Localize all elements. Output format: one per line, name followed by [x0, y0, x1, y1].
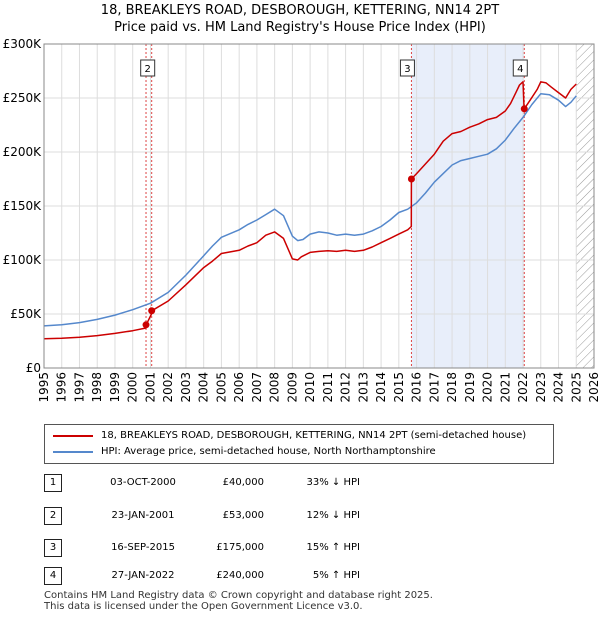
x-tick-label: 2018 — [445, 372, 459, 403]
x-tick-label: 2022 — [516, 372, 530, 403]
chart-legend: 18, BREAKLEYS ROAD, DESBOROUGH, KETTERIN… — [44, 424, 554, 464]
x-tick-label: 1998 — [90, 372, 104, 403]
transaction-date: 03-OCT-2000 — [110, 477, 176, 488]
x-tick-label: 2024 — [552, 372, 566, 403]
sale-point — [142, 321, 150, 329]
x-tick-label: 2013 — [356, 372, 370, 403]
legend-label-hpi: HPI: Average price, semi-detached house,… — [101, 446, 436, 457]
x-tick-label: 2012 — [339, 372, 353, 403]
y-tick-label: £50K — [10, 307, 42, 321]
marker-label-text: 4 — [517, 64, 523, 75]
transaction-date: 16-SEP-2015 — [111, 542, 175, 553]
transaction-number: 1 — [44, 474, 62, 492]
x-tick-label: 2003 — [179, 372, 193, 403]
transaction-date: 27-JAN-2022 — [111, 570, 175, 581]
sale-point — [148, 307, 156, 315]
transaction-price: £53,000 — [222, 510, 264, 521]
x-tick-label: 2023 — [534, 372, 548, 403]
x-tick-label: 2010 — [303, 372, 317, 403]
footer-copyright: Contains HM Land Registry data © Crown c… — [44, 590, 433, 601]
marker-label-text: 3 — [404, 64, 410, 75]
legend-label-property: 18, BREAKLEYS ROAD, DESBOROUGH, KETTERIN… — [101, 430, 527, 441]
marker-label-text: 2 — [145, 64, 151, 75]
x-tick-label: 2007 — [250, 372, 264, 403]
y-tick-label: £300K — [3, 37, 43, 51]
x-tick-label: 2001 — [143, 372, 157, 403]
x-tick-label: 2009 — [285, 372, 299, 403]
transaction-hpi-diff: 5% ↑ HPI — [312, 570, 360, 581]
x-tick-label: 1999 — [108, 372, 122, 403]
x-tick-label: 2011 — [321, 372, 335, 403]
x-tick-label: 2000 — [126, 372, 140, 403]
sale-point — [407, 175, 415, 183]
property-price-line — [43, 81, 577, 340]
chart-title-line2: Price paid vs. HM Land Registry's House … — [114, 20, 486, 35]
x-tick-label: 1997 — [72, 372, 86, 403]
transaction-number: 3 — [44, 539, 62, 557]
x-tick-label: 2020 — [481, 372, 495, 403]
footer-licence: This data is licensed under the Open Gov… — [44, 601, 363, 612]
x-tick-label: 2016 — [410, 372, 424, 403]
transaction-hpi-diff: 15% ↑ HPI — [306, 542, 360, 553]
x-tick-label: 2026 — [587, 372, 600, 403]
hpi-line — [43, 92, 577, 327]
x-tick-label: 2004 — [197, 372, 211, 403]
sale-point — [520, 105, 528, 113]
transaction-number: 2 — [44, 507, 62, 525]
x-tick-label: 2005 — [214, 372, 228, 403]
marker-label-box — [140, 59, 156, 77]
x-tick-label: 2006 — [232, 372, 246, 403]
x-tick-label: 2025 — [569, 372, 583, 403]
x-tick-label: 2015 — [392, 372, 406, 403]
chart-title-line1: 18, BREAKLEYS ROAD, DESBOROUGH, KETTERIN… — [100, 3, 500, 18]
legend-swatch-hpi — [53, 451, 93, 453]
transaction-hpi-diff: 12% ↓ HPI — [306, 510, 360, 521]
y-tick-label: £250K — [3, 91, 43, 105]
transaction-price: £40,000 — [222, 477, 264, 488]
transaction-price: £240,000 — [216, 570, 264, 581]
x-tick-label: 1995 — [37, 372, 51, 403]
marker-label-box — [512, 59, 528, 77]
x-tick-label: 2014 — [374, 372, 388, 403]
plot-border — [43, 43, 595, 369]
transaction-number: 4 — [44, 567, 62, 585]
x-tick-label: 2021 — [498, 372, 512, 403]
transaction-hpi-diff: 33% ↓ HPI — [306, 477, 360, 488]
x-tick-label: 1996 — [55, 372, 69, 403]
transaction-date: 23-JAN-2001 — [111, 510, 175, 521]
x-tick-label: 2019 — [463, 372, 477, 403]
x-tick-label: 2017 — [427, 372, 441, 403]
y-tick-label: £0 — [26, 361, 41, 375]
marker-label-box — [399, 59, 415, 77]
y-tick-label: £150K — [3, 199, 43, 213]
x-tick-label: 2002 — [161, 372, 175, 403]
y-tick-label: £200K — [3, 145, 43, 159]
y-tick-label: £100K — [3, 253, 43, 267]
price-chart: 2 3 4 £0 £50K £100K £150K £200K £250K £300K 1995 19… — [3, 37, 600, 403]
transaction-price: £175,000 — [216, 542, 264, 553]
x-tick-label: 2008 — [268, 372, 282, 403]
legend-swatch-property — [53, 435, 93, 437]
